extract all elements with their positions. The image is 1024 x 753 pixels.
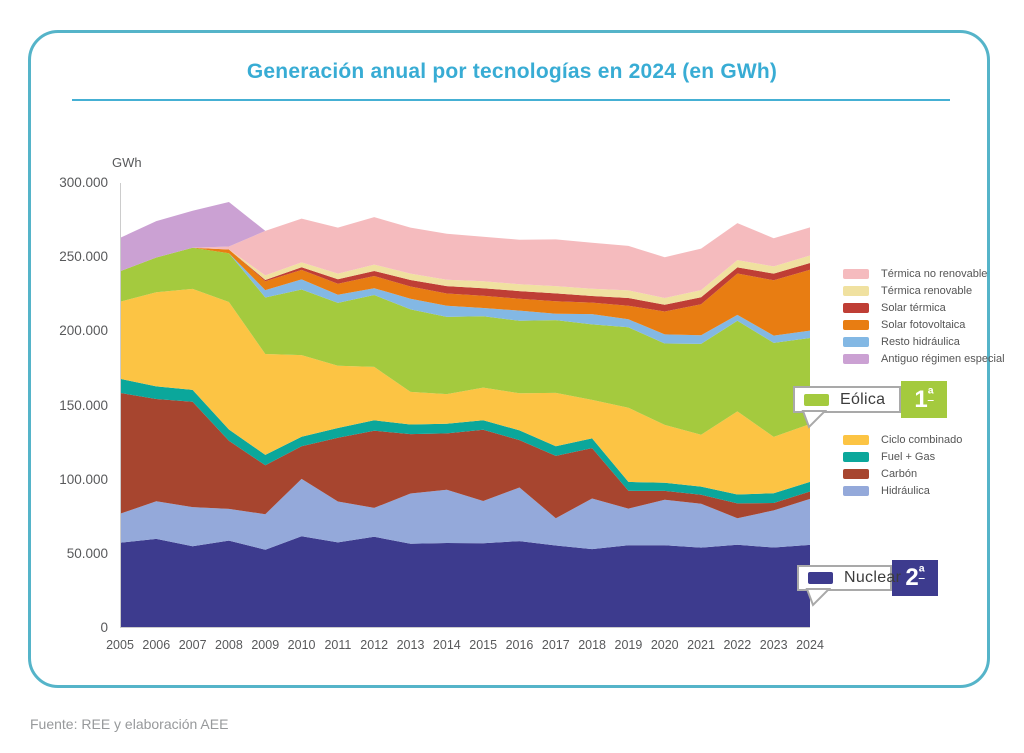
eolica-callout-tail [801, 410, 827, 429]
legend-item: Antiguo régimen especial [843, 353, 1005, 365]
nuclear-callout-box: Nuclear [797, 565, 901, 591]
area-ciclo-combinado [120, 288, 810, 495]
legend-item-label: Hidráulica [881, 485, 930, 497]
y-tick-label: 50.000 [66, 545, 108, 561]
y-tick-label: 300.000 [59, 175, 108, 190]
area-nuclear [120, 536, 810, 628]
legend-top-group: Térmica no renovable Térmica renovable Sol… [843, 268, 1005, 370]
y-tick-label: 100.000 [59, 471, 108, 487]
x-year-label: 2018 [578, 638, 606, 652]
stacked-area-svg [120, 183, 810, 628]
legend-item-label: Ciclo combinado [881, 434, 963, 446]
x-year-label: 2014 [432, 638, 461, 652]
legend-swatch [843, 320, 869, 330]
x-year-label: 2022 [723, 638, 752, 652]
legend-swatch [843, 354, 869, 364]
title-divider [72, 99, 950, 101]
area-solar-fotovoltaica [120, 247, 810, 336]
nuclear-callout-tail [805, 588, 831, 607]
x-year-label: 2011 [324, 638, 352, 652]
legend-swatch [843, 337, 869, 347]
y-tick-label: 0 [100, 620, 108, 636]
legend-item: Carbón [843, 468, 962, 480]
x-year-label: 2006 [142, 638, 171, 652]
area-fuel-gas [120, 378, 810, 504]
legend-item: Resto hidráulica [843, 336, 1005, 348]
x-year-label: 2010 [287, 638, 316, 652]
area-eolica [120, 247, 810, 437]
area-termica-no-renovable [120, 217, 810, 298]
nuclear-callout-label: Nuclear [844, 569, 902, 586]
legend-swatch [843, 286, 869, 296]
eolica-callout-box: Eólica [793, 386, 901, 413]
legend-swatch [843, 452, 869, 462]
legend-swatch [843, 469, 869, 479]
x-year-label: 2013 [396, 638, 425, 652]
y-axis-unit-label: GWh [112, 155, 142, 170]
eolica-swatch [804, 393, 829, 406]
footer-source-text: Fuente: REE y elaboración AEE [30, 716, 229, 732]
legend-item-label: Térmica no renovable [881, 268, 988, 280]
y-tick-label: 200.000 [59, 323, 108, 339]
legend-item: Térmica renovable [843, 285, 1005, 297]
x-year-label: 2012 [360, 638, 389, 652]
legend-item-label: Térmica renovable [881, 285, 973, 297]
legend-item: Hidráulica [843, 485, 962, 497]
x-year-label: 2007 [178, 638, 207, 652]
x-year-label: 2015 [469, 638, 498, 652]
legend-item-label: Antiguo régimen especial [881, 353, 1005, 365]
x-year-label: 2017 [541, 638, 570, 652]
legend-swatch [843, 269, 869, 279]
eolica-rank-number: 1 [914, 385, 928, 413]
legend-item-label: Solar térmica [881, 302, 946, 314]
x-year-label: 2023 [759, 638, 788, 652]
legend-bottom-group: Ciclo combinado Fuel + Gas Carbón Hidráulic… [843, 434, 962, 502]
eolica-rank-ordinal: ª [927, 385, 934, 403]
y-tick-label: 250.000 [59, 249, 108, 265]
x-year-label: 2008 [215, 638, 243, 652]
x-year-label: 2009 [251, 638, 280, 652]
legend-item-label: Solar fotovoltaica [881, 319, 966, 331]
legend-item: Solar fotovoltaica [843, 319, 1005, 331]
legend-swatch [843, 303, 869, 313]
x-year-label: 2016 [505, 638, 534, 652]
legend-item: Ciclo combinado [843, 434, 962, 446]
y-tick-label: 150.000 [59, 397, 108, 413]
area-hidraulica [120, 478, 810, 550]
legend-swatch [843, 486, 869, 496]
x-year-label: 2024 [796, 638, 824, 652]
legend-item: Fuel + Gas [843, 451, 962, 463]
x-year-label: 2005 [106, 638, 134, 652]
area-carbon [120, 392, 810, 519]
x-year-label: 2019 [614, 638, 643, 652]
legend-item-label: Resto hidráulica [881, 336, 960, 348]
eolica-callout-label: Eólica [840, 390, 886, 408]
nuclear-rank-ordinal: ª [918, 564, 925, 581]
legend-item-label: Fuel + Gas [881, 451, 936, 463]
x-year-label: 2021 [687, 638, 715, 652]
legend-item: Solar térmica [843, 302, 1005, 314]
legend-swatch [843, 435, 869, 445]
x-year-label: 2020 [650, 638, 679, 652]
legend-item: Térmica no renovable [843, 268, 1005, 280]
nuclear-rank-number: 2 [905, 564, 919, 591]
page-title: Generación anual por tecnologías en 2024… [246, 60, 778, 83]
nuclear-swatch [808, 572, 833, 584]
legend-item-label: Carbón [881, 468, 918, 480]
